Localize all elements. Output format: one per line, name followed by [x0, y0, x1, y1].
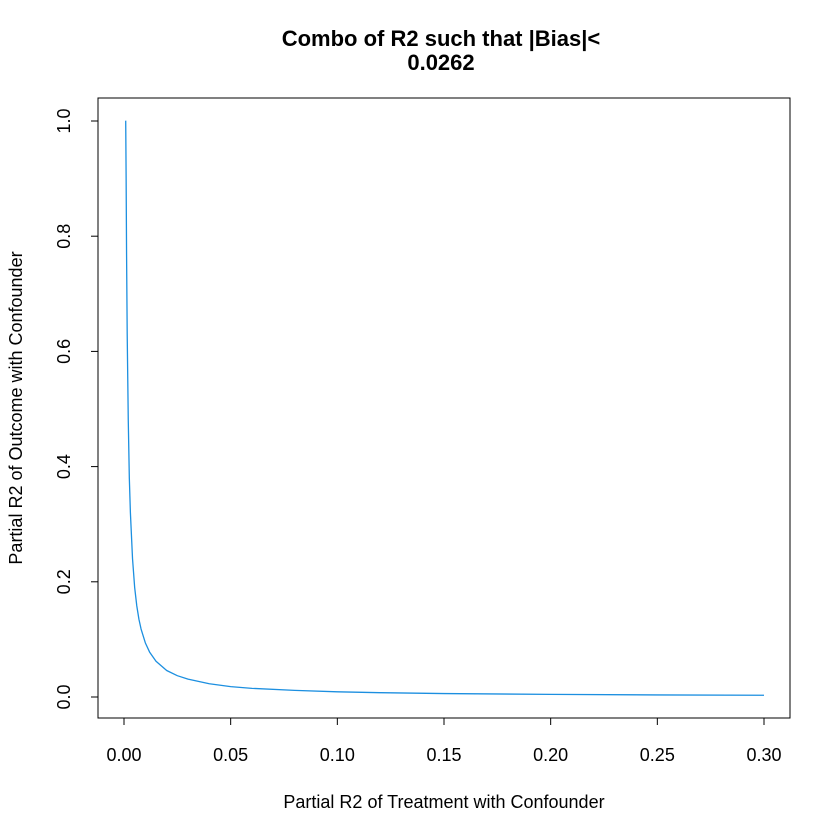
- y-tick-label: 0.8: [54, 224, 74, 249]
- y-tick-label: 0.2: [54, 569, 74, 594]
- y-tick-label: 0.4: [54, 454, 74, 479]
- x-tick-label: 0.25: [640, 745, 675, 765]
- x-tick-label: 0.15: [426, 745, 461, 765]
- y-axis-label: Partial R2 of Outcome with Confounder: [6, 251, 26, 564]
- x-tick-label: 0.00: [106, 745, 141, 765]
- x-tick-label: 0.30: [746, 745, 781, 765]
- y-tick-label: 0.6: [54, 339, 74, 364]
- chart-title-line-2: 0.0262: [407, 50, 474, 75]
- y-tick-label: 1.0: [54, 108, 74, 133]
- x-tick-label: 0.20: [533, 745, 568, 765]
- x-axis: 0.00 0.05 0.10 0.15 0.20 0.25 0.30: [106, 717, 782, 765]
- x-tick-label: 0.10: [320, 745, 355, 765]
- series-layer: [125, 120, 765, 696]
- chart-title-line-1: Combo of R2 such that |Bias|<: [282, 26, 601, 51]
- y-axis: 0.0 0.2 0.4 0.6 0.8 1.0: [54, 108, 99, 710]
- series-line: [125, 120, 765, 696]
- x-tick-label: 0.05: [213, 745, 248, 765]
- plot-frame: [97, 97, 791, 719]
- x-axis-label: Partial R2 of Treatment with Confounder: [283, 792, 604, 812]
- y-tick-label: 0.0: [54, 684, 74, 709]
